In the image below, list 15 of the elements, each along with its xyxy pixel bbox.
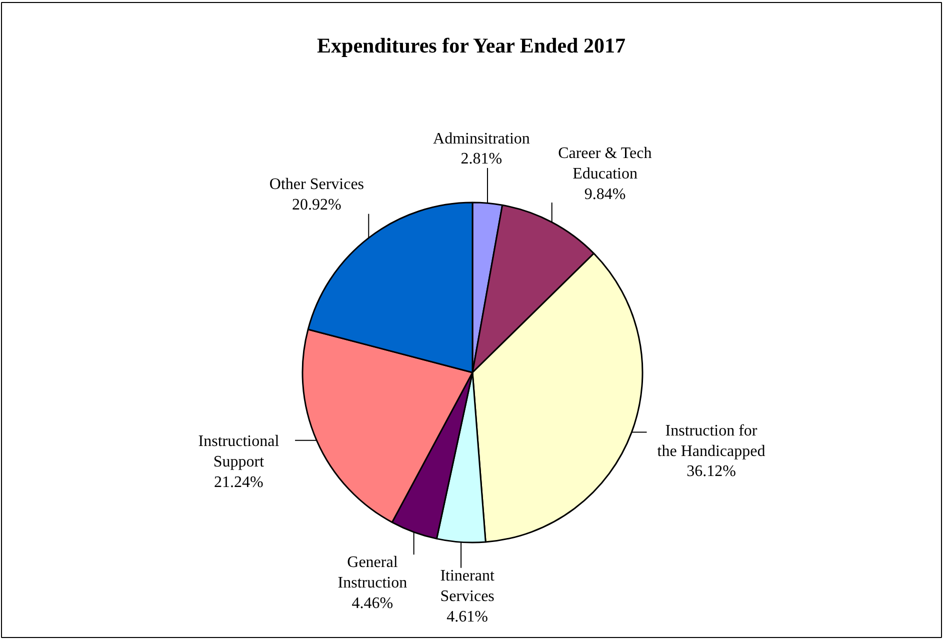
slice-label: Itinerant Services (440, 567, 495, 605)
data-label: 2.81% (460, 150, 502, 168)
data-label: 21.24% (214, 474, 264, 492)
slice-label: Career & Tech Education (558, 145, 652, 183)
data-label: 36.12% (686, 463, 736, 480)
data-label: 4.46% (352, 595, 394, 612)
data-label: 20.92% (292, 196, 342, 214)
slice-label: Instruction for the Handicapped (657, 422, 766, 460)
slice-label: General Instruction (338, 554, 408, 592)
data-label: 9.84% (584, 186, 626, 203)
slice-label: Other Services (269, 176, 364, 194)
chart-title: Expenditures for Year Ended 2017 (317, 34, 626, 58)
slice-label: Instructional Support (198, 433, 280, 471)
slice-label: Adminsitration (433, 130, 530, 148)
data-label: 4.61% (446, 608, 488, 626)
